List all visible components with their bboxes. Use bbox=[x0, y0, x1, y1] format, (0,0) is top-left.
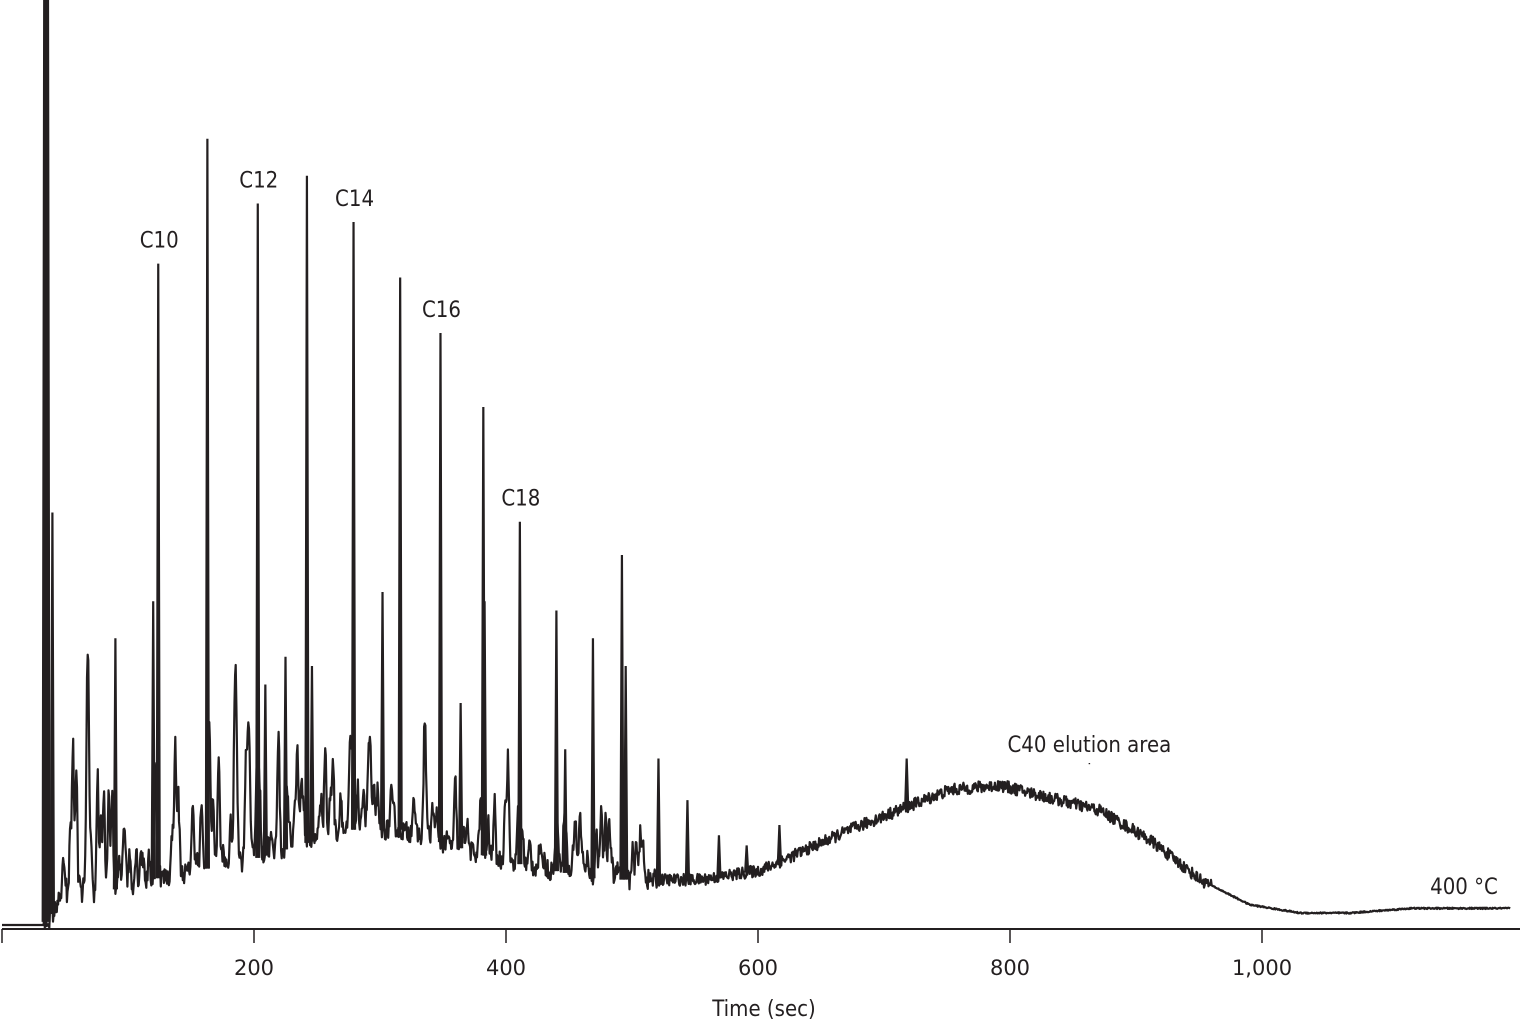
peak bbox=[204, 138, 210, 869]
c40-annotation: C40 elution area bbox=[1007, 733, 1171, 758]
peak bbox=[904, 758, 910, 808]
peak bbox=[309, 665, 315, 842]
trace-layer bbox=[1, 653, 1511, 929]
peak bbox=[282, 656, 289, 850]
peak bbox=[150, 601, 156, 880]
peak-label-c18: C18 bbox=[501, 487, 540, 512]
peak bbox=[623, 665, 629, 880]
peak bbox=[590, 638, 596, 879]
x-tick-label: 400 bbox=[486, 956, 526, 980]
x-axis-label: Time (sec) bbox=[711, 997, 815, 1022]
peak bbox=[458, 702, 464, 849]
peak bbox=[481, 601, 488, 856]
peak-layer bbox=[41, 0, 910, 922]
x-tick-label: 600 bbox=[738, 956, 778, 980]
peak bbox=[397, 277, 403, 830]
peak bbox=[304, 175, 310, 843]
peak-label-c16: C16 bbox=[422, 298, 461, 323]
peak bbox=[655, 758, 662, 880]
peak-c16 bbox=[437, 332, 444, 843]
peak bbox=[684, 800, 691, 880]
peak bbox=[112, 638, 118, 890]
peak-label-c12: C12 bbox=[239, 169, 278, 194]
peak bbox=[262, 684, 268, 856]
peak bbox=[619, 554, 625, 880]
peak-label-c10: C10 bbox=[140, 229, 179, 254]
peak bbox=[553, 610, 559, 872]
x-tick-label: 1,000 bbox=[1232, 956, 1292, 980]
peak-c18 bbox=[517, 521, 523, 865]
peak-label-c14: C14 bbox=[335, 187, 374, 212]
peak-c12 bbox=[255, 203, 261, 858]
x-tick-label: 200 bbox=[234, 956, 274, 980]
peak bbox=[379, 591, 386, 830]
peak bbox=[744, 845, 750, 873]
peak bbox=[41, 0, 51, 922]
peak bbox=[776, 825, 783, 862]
x-tick-label: 800 bbox=[990, 956, 1030, 980]
peak bbox=[49, 512, 55, 915]
peak bbox=[716, 835, 722, 877]
peak-c10 bbox=[155, 263, 161, 879]
chromatogram-trace bbox=[1, 653, 1511, 929]
x-axis-ticks: 200 400 600 800 1,000 bbox=[1, 929, 1292, 980]
temperature-annotation: 400 °C bbox=[1430, 875, 1498, 900]
peak-labels: C10 C12 C14 C16 C18 bbox=[140, 169, 541, 512]
peak bbox=[562, 749, 568, 873]
peak-c14 bbox=[350, 221, 357, 830]
